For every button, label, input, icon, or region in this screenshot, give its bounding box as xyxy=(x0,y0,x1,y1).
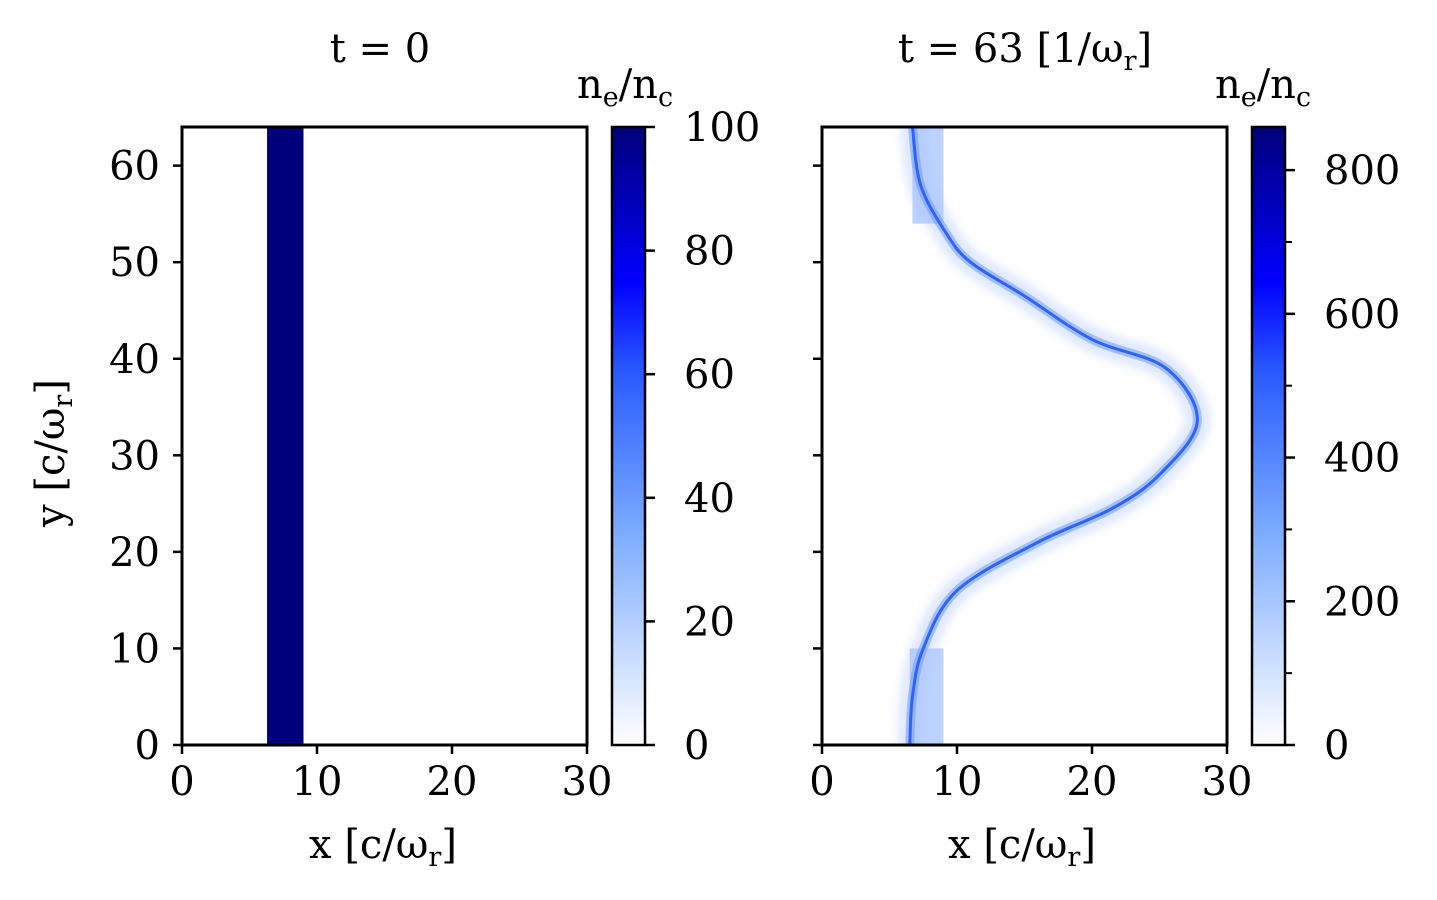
y-tick-label: 60 xyxy=(109,144,160,190)
right-colorbar-label: ne/nc xyxy=(1215,62,1311,113)
x-tick-label: 20 xyxy=(427,759,478,805)
y-tick-label: 10 xyxy=(109,626,160,672)
x-tick-label: 30 xyxy=(562,759,613,805)
y-tick-label: 40 xyxy=(109,337,160,383)
left-y-ticks: 0 10 20 30 40 50 60 xyxy=(109,144,182,769)
left-colorbar-ticks: 0 20 40 60 80 100 xyxy=(645,105,760,769)
x-tick-label: 20 xyxy=(1067,759,1118,805)
left-plasma-slab xyxy=(267,127,304,745)
y-tick-label: 30 xyxy=(109,433,160,479)
right-background xyxy=(822,127,1227,745)
left-y-axis-label: y [c/ωr] xyxy=(28,379,79,528)
right-title: t = 63 [1/ωr] xyxy=(898,26,1152,77)
x-tick-label: 0 xyxy=(809,759,834,805)
right-x-axis-label: x [c/ωr] xyxy=(948,822,1096,873)
right-panel: t = 63 [1/ωr] 0 10 20 30 x [c/ωr] 0 200 400 60… xyxy=(809,26,1400,873)
right-x-ticks: 0 10 20 30 xyxy=(809,745,1252,805)
colorbar-tick-label: 80 xyxy=(684,229,735,275)
right-axes-frame xyxy=(820,125,1229,747)
left-x-axis-label: x [c/ωr] xyxy=(309,822,457,873)
x-tick-label: 10 xyxy=(292,759,343,805)
colorbar-tick-label: 0 xyxy=(1324,723,1349,769)
colorbar-tick-label: 0 xyxy=(684,723,709,769)
colorbar-tick-label: 20 xyxy=(684,599,735,645)
left-plot-area xyxy=(182,127,587,745)
y-tick-label: 0 xyxy=(135,723,160,769)
left-axes-frame xyxy=(180,125,589,747)
right-y-ticks xyxy=(813,164,822,747)
x-tick-label: 30 xyxy=(1202,759,1253,805)
y-tick-label: 20 xyxy=(109,530,160,576)
left-colorbar-label: ne/nc xyxy=(577,62,673,113)
right-colorbar xyxy=(1250,125,1287,747)
colorbar-tick-label: 40 xyxy=(684,476,735,522)
colorbar-tick-label: 800 xyxy=(1324,148,1400,194)
left-title: t = 0 xyxy=(330,26,430,72)
left-panel: t = 0 0 10 20 30 0 10 20 30 40 50 60 x [c/ωr] y [… xyxy=(28,26,760,873)
colorbar-tick-label: 60 xyxy=(684,352,735,398)
left-x-ticks: 0 10 20 30 xyxy=(169,745,612,805)
right-shell-curve xyxy=(908,127,1199,745)
x-tick-label: 0 xyxy=(169,759,194,805)
x-tick-label: 10 xyxy=(932,759,983,805)
left-colorbar xyxy=(610,125,647,747)
left-background xyxy=(182,127,587,745)
y-tick-label: 50 xyxy=(109,240,160,286)
right-plot-area xyxy=(822,127,1227,745)
right-colorbar-ticks: 0 200 400 600 800 xyxy=(1285,148,1400,769)
colorbar-tick-label: 600 xyxy=(1324,292,1400,338)
colorbar-tick-label: 400 xyxy=(1324,436,1400,482)
colorbar-tick-label: 100 xyxy=(684,105,760,151)
colorbar-tick-label: 200 xyxy=(1324,579,1400,625)
